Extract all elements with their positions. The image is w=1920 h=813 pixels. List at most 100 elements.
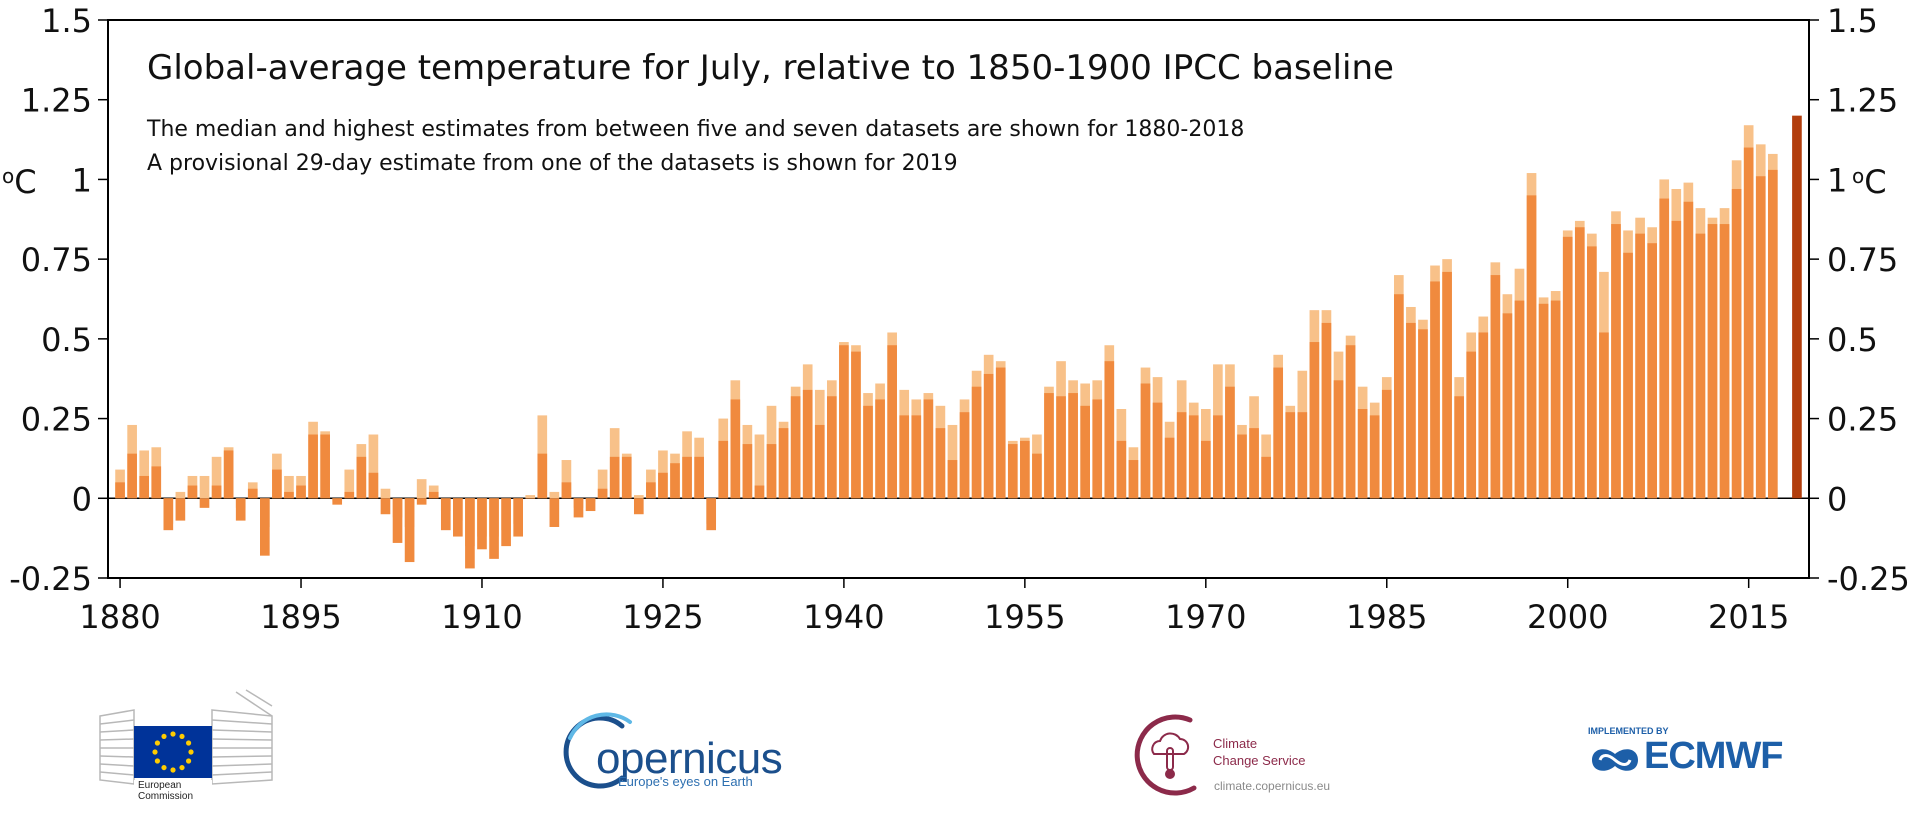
bar-median-1899 (344, 491, 355, 499)
bar-median-1982 (1345, 345, 1356, 499)
bar-median-1975 (1261, 456, 1271, 499)
chart-subtitle-line-1: The median and highest estimates from be… (146, 117, 1244, 142)
bar-median-1921 (609, 456, 620, 499)
y-tick-label-right: 0.25 (1827, 401, 1898, 439)
eu-star (154, 740, 161, 746)
bar-median-1948 (935, 428, 946, 499)
bar-median-1973 (1237, 434, 1247, 499)
x-axis: 1880 1895 1910 1925 1940 1955 1970 1985 2000 2015 (79, 578, 1789, 636)
bar-median-1924 (646, 482, 656, 499)
bar-median-1962 (1104, 361, 1115, 499)
bar-median-1976 (1273, 367, 1284, 499)
bar-median-1940 (839, 345, 849, 499)
bar-median-1886 (187, 485, 198, 499)
bar-median-2003 (1599, 332, 1609, 499)
bar-median-1926 (670, 463, 680, 499)
c3s-logo-icon (1134, 714, 1197, 796)
ecmwf-wordmark: ECMWF (1644, 735, 1784, 777)
y-axis-right: 1.5 1.25 1 0.75 0.5 0.25 0 -0.25 (1809, 2, 1910, 598)
c3s-name-line-2: Change Service (1213, 753, 1306, 768)
copernicus-swoosh-icon (568, 712, 632, 740)
bar-highest-1923 (633, 495, 644, 499)
ec-caption-bar (134, 780, 212, 806)
ec-caption-line-2: Commission (138, 791, 194, 802)
bar-median-1897 (320, 434, 330, 499)
copernicus-tagline: Europe's eyes on Earth (618, 774, 753, 789)
eu-star (170, 767, 176, 773)
x-tick-label: 1895 (260, 598, 341, 636)
bar-median-2010 (1683, 201, 1694, 499)
bar-median-1942 (863, 405, 873, 499)
bar-median-1908 (453, 498, 463, 537)
y-axis-label-right: oC (1852, 163, 1887, 201)
copernicus-logo-arc (563, 712, 632, 789)
bar-median-1990 (1442, 271, 1452, 499)
y-tick-label-left: 1.5 (41, 2, 92, 40)
bar-median-1997 (1526, 195, 1537, 499)
bar-median-2005 (1623, 252, 1633, 499)
y-tick-label-right: 0.75 (1827, 241, 1898, 279)
y-tick-label-right: 1.5 (1827, 2, 1878, 40)
bar-median-1909 (465, 498, 475, 569)
bar-median-1974 (1249, 428, 1259, 499)
y-tick-label-left: 1 (72, 161, 92, 199)
eu-star (161, 733, 167, 740)
c3s-thermometer-bulb (1165, 769, 1175, 779)
bar-median-1932 (742, 444, 753, 499)
bar-median-1952 (983, 373, 994, 499)
plot-frame (107, 19, 1810, 579)
bar-median-1983 (1357, 409, 1368, 499)
bar-median-1988 (1418, 329, 1428, 499)
bar-median-1917 (561, 482, 572, 499)
bar-median-1984 (1369, 415, 1380, 499)
bar-median-1892 (260, 498, 270, 556)
bar-median-1933 (754, 485, 765, 499)
bar-median-1958 (1056, 396, 1066, 499)
bar-median-1963 (1116, 440, 1127, 499)
y-tick-label-left: 1.25 (21, 82, 92, 120)
x-tick-label: 1910 (441, 598, 522, 636)
bar-highest-1899 (344, 469, 355, 499)
bar-median-1968 (1176, 412, 1187, 499)
y-axis-label-right-c: C (1864, 163, 1886, 201)
bar-median-1903 (392, 498, 403, 543)
european-commission-logo (99, 689, 273, 806)
bar-median-2011 (1695, 233, 1706, 499)
bar-median-1977 (1285, 412, 1296, 499)
bar-median-1883 (151, 466, 162, 499)
ecmwf-wave-icon (1592, 749, 1638, 771)
bar-median-1947 (923, 399, 934, 499)
bar-median-1895 (296, 485, 306, 499)
bar-median-1999 (1550, 300, 1561, 499)
bar-median-1900 (356, 456, 367, 499)
copernicus-c-icon (563, 715, 625, 789)
y-tick-label-left: -0.25 (9, 560, 92, 598)
bar-median-2004 (1611, 224, 1621, 499)
temperature-chart: 1.5 1.25 1 0.75 0.5 0.25 0 -0.25 1.5 1.25 1 0.75 0.… (2, 2, 1910, 636)
bar-median-1939 (827, 396, 837, 499)
bar-median-1898 (332, 498, 343, 505)
eu-star (170, 731, 176, 737)
bar-median-1980 (1321, 322, 1332, 499)
bar-median-1887 (199, 498, 210, 508)
bar-median-1991 (1454, 396, 1464, 499)
bar-median-1914 (525, 498, 536, 499)
bar-median-1923 (633, 498, 644, 515)
c3s-name: Climate Change Service (1213, 735, 1306, 769)
ec-caption: European Commission (138, 780, 193, 802)
bar-median-1950 (959, 412, 970, 499)
bar-median-1905 (416, 498, 427, 505)
bar-median-1918 (573, 498, 584, 518)
bar-highest-1920 (597, 469, 608, 499)
bar-median-2002 (1587, 246, 1597, 499)
bar-median-1906 (428, 491, 439, 499)
bar-median-1884 (163, 498, 174, 531)
x-tick-label: 2000 (1527, 598, 1608, 636)
bar-highest-1882 (139, 450, 150, 499)
bar-median-1986 (1394, 294, 1404, 499)
bar-median-1929 (706, 498, 717, 531)
bar-median-1922 (621, 456, 632, 499)
bar-median-1951 (971, 386, 982, 499)
ec-building-lines (99, 689, 273, 776)
chart-title: Global-average temperature for July, rel… (147, 48, 1394, 88)
